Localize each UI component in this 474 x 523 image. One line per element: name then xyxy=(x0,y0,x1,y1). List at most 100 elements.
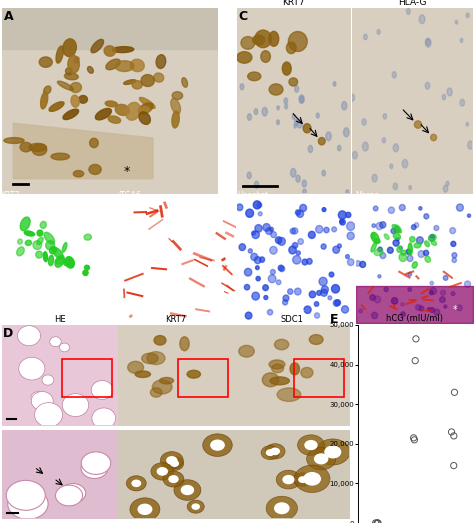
Circle shape xyxy=(165,457,183,471)
Ellipse shape xyxy=(371,232,379,244)
Circle shape xyxy=(270,448,280,455)
Circle shape xyxy=(331,285,339,293)
Ellipse shape xyxy=(57,81,73,90)
Ellipse shape xyxy=(84,234,91,240)
Circle shape xyxy=(457,305,462,311)
Circle shape xyxy=(387,247,393,253)
Circle shape xyxy=(393,144,399,152)
Circle shape xyxy=(443,185,448,192)
Circle shape xyxy=(326,132,331,141)
Text: C: C xyxy=(238,10,247,23)
Circle shape xyxy=(257,202,262,208)
Ellipse shape xyxy=(115,105,129,116)
Circle shape xyxy=(393,240,399,246)
Ellipse shape xyxy=(55,257,64,264)
Circle shape xyxy=(174,480,201,501)
Ellipse shape xyxy=(156,55,166,69)
Ellipse shape xyxy=(18,239,22,244)
Point xyxy=(451,388,458,396)
Circle shape xyxy=(378,275,381,278)
Circle shape xyxy=(429,290,433,294)
Point xyxy=(372,519,379,523)
Circle shape xyxy=(35,403,63,427)
Ellipse shape xyxy=(68,55,79,73)
Title: HLA-G: HLA-G xyxy=(398,0,426,7)
Circle shape xyxy=(292,228,298,234)
Circle shape xyxy=(299,95,304,104)
Ellipse shape xyxy=(48,255,54,266)
Ellipse shape xyxy=(371,233,375,239)
Point xyxy=(448,428,456,436)
Circle shape xyxy=(360,262,365,268)
Circle shape xyxy=(446,181,449,186)
Point xyxy=(410,436,418,444)
Circle shape xyxy=(130,498,160,521)
Circle shape xyxy=(450,228,456,234)
Circle shape xyxy=(424,214,429,219)
Ellipse shape xyxy=(90,138,98,147)
Ellipse shape xyxy=(147,351,165,365)
Ellipse shape xyxy=(239,345,255,357)
Circle shape xyxy=(304,306,311,313)
Circle shape xyxy=(237,204,243,211)
Circle shape xyxy=(239,244,246,251)
Circle shape xyxy=(253,201,261,209)
Circle shape xyxy=(320,289,328,297)
Circle shape xyxy=(43,412,56,424)
Circle shape xyxy=(443,276,448,280)
Circle shape xyxy=(338,211,346,219)
Circle shape xyxy=(324,228,329,233)
Ellipse shape xyxy=(286,42,296,54)
Circle shape xyxy=(166,456,178,465)
Circle shape xyxy=(278,237,285,245)
Ellipse shape xyxy=(91,39,103,53)
Circle shape xyxy=(50,337,61,347)
Circle shape xyxy=(31,392,44,403)
Circle shape xyxy=(163,471,184,487)
Circle shape xyxy=(8,488,48,519)
Circle shape xyxy=(309,231,315,238)
Circle shape xyxy=(347,232,354,240)
Ellipse shape xyxy=(139,112,150,124)
Circle shape xyxy=(42,375,54,385)
Circle shape xyxy=(416,304,421,310)
Circle shape xyxy=(160,452,183,469)
Circle shape xyxy=(328,296,332,300)
Circle shape xyxy=(297,119,302,128)
Circle shape xyxy=(168,475,179,483)
Ellipse shape xyxy=(106,59,120,70)
Circle shape xyxy=(418,251,425,257)
Circle shape xyxy=(294,288,301,295)
Ellipse shape xyxy=(237,52,252,63)
Ellipse shape xyxy=(64,73,78,80)
Circle shape xyxy=(430,281,434,285)
Ellipse shape xyxy=(172,92,182,99)
Ellipse shape xyxy=(397,246,402,253)
Circle shape xyxy=(254,109,258,115)
Circle shape xyxy=(292,243,298,248)
Circle shape xyxy=(342,306,348,313)
Circle shape xyxy=(31,392,53,411)
Ellipse shape xyxy=(20,142,32,152)
Circle shape xyxy=(6,481,46,510)
Ellipse shape xyxy=(171,98,181,114)
Circle shape xyxy=(279,266,285,271)
Bar xyxy=(62,359,112,397)
Ellipse shape xyxy=(319,138,325,145)
Circle shape xyxy=(277,106,279,110)
Ellipse shape xyxy=(33,241,42,249)
Ellipse shape xyxy=(160,378,173,384)
Title: hCG (mIU/ml): hCG (mIU/ml) xyxy=(386,314,444,323)
Circle shape xyxy=(266,496,298,520)
Point xyxy=(373,519,381,523)
Text: *: * xyxy=(124,165,130,177)
Circle shape xyxy=(394,226,400,232)
Ellipse shape xyxy=(50,246,56,254)
Ellipse shape xyxy=(4,138,24,143)
Circle shape xyxy=(346,255,349,258)
Circle shape xyxy=(431,234,434,238)
Circle shape xyxy=(411,225,416,230)
Circle shape xyxy=(452,258,456,263)
Circle shape xyxy=(380,222,386,228)
Ellipse shape xyxy=(63,243,67,252)
